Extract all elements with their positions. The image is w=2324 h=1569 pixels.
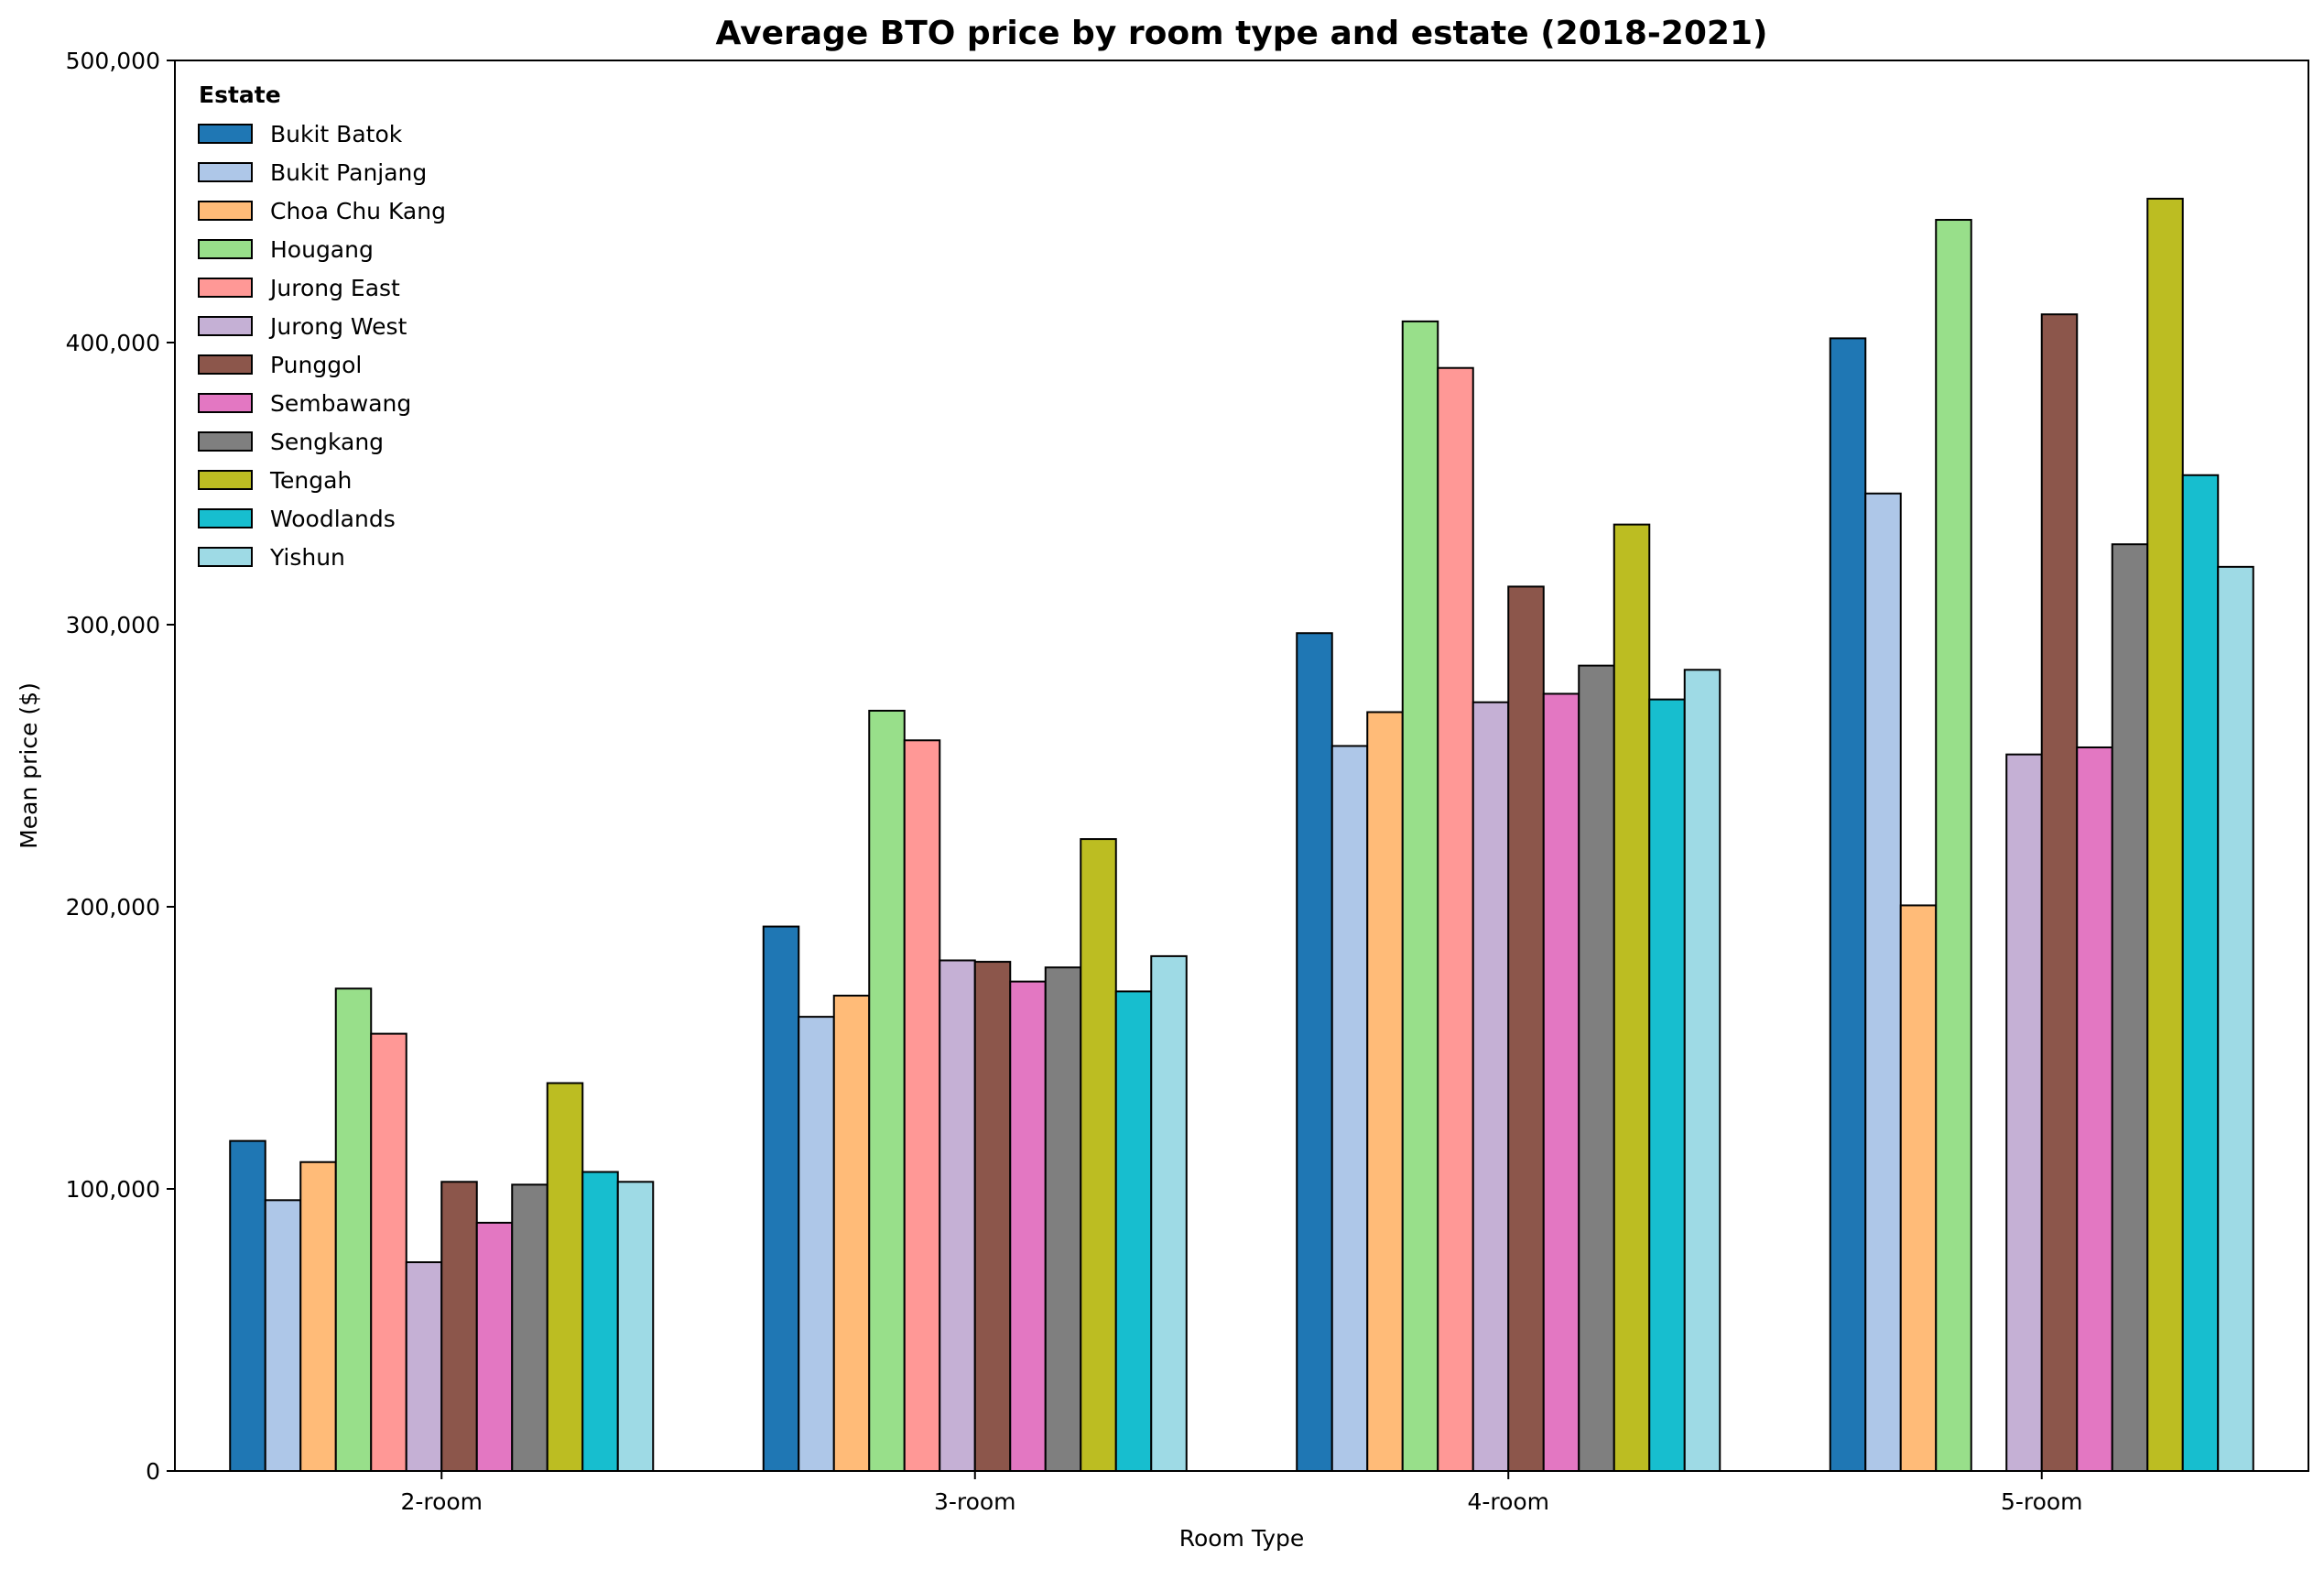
legend-entry-label: Punggol	[270, 352, 362, 378]
legend-swatch	[198, 162, 253, 182]
bar-yishun-3-room	[1150, 954, 1188, 1472]
legend-swatch	[198, 239, 253, 259]
bar-hougang-2-room	[334, 987, 373, 1472]
bar-choa-chu-kang-3-room	[832, 995, 871, 1472]
bar-sembawang-5-room	[2076, 746, 2113, 1472]
bar-bukit-panjang-5-room	[1864, 492, 1902, 1472]
bar-jurong-west-2-room	[405, 1261, 443, 1472]
x-axis: 2-room 3-room 4-room 5-room	[400, 1471, 2083, 1515]
bar-tengah-3-room	[1080, 838, 1117, 1472]
bar-sembawang-2-room	[475, 1221, 514, 1472]
bar-bukit-batok-3-room	[762, 925, 800, 1472]
x-tick-label: 3-room	[934, 1488, 1016, 1515]
legend-swatch	[198, 393, 253, 413]
bar-sengkang-4-room	[1578, 664, 1615, 1472]
y-axis: 0 100,000 200,000 300,000 400,000 500,000	[66, 48, 175, 1485]
y-tick-label: 500,000	[66, 48, 160, 74]
legend-swatch	[198, 547, 253, 567]
bar-tengah-5-room	[2146, 197, 2184, 1472]
y-tick-label: 100,000	[66, 1176, 160, 1203]
bar-yishun-2-room	[616, 1181, 655, 1473]
bar-choa-chu-kang-2-room	[299, 1160, 337, 1472]
legend-swatch	[198, 124, 253, 144]
bar-hougang-5-room	[1935, 219, 1972, 1472]
legend-entry-label: Woodlands	[270, 506, 396, 532]
bar-yishun-4-room	[1683, 669, 1721, 1472]
bar-sembawang-3-room	[1009, 980, 1047, 1472]
legend-entry-label: Jurong West	[268, 313, 407, 340]
y-axis-label: Mean price ($)	[16, 682, 42, 849]
legend-entry-label: Yishun	[269, 544, 345, 571]
y-tick-label: 200,000	[66, 894, 160, 921]
y-tick-label: 400,000	[66, 330, 160, 356]
bar-sengkang-3-room	[1044, 966, 1082, 1472]
plot-frame	[174, 60, 2309, 1472]
bar-bukit-panjang-4-room	[1330, 745, 1369, 1472]
bar-jurong-east-4-room	[1437, 366, 1474, 1473]
bar-bukit-panjang-2-room	[264, 1199, 302, 1472]
legend-entry-label: Jurong East	[268, 275, 400, 301]
bar-woodlands-3-room	[1114, 990, 1153, 1472]
x-tick-label: 2-room	[400, 1488, 483, 1515]
bar-hougang-4-room	[1401, 320, 1439, 1472]
bar-jurong-west-5-room	[2005, 753, 2043, 1472]
bar-punggol-4-room	[1507, 585, 1545, 1472]
bar-jurong-east-3-room	[903, 739, 941, 1472]
legend-entry-label: Bukit Batok	[270, 121, 403, 147]
legend-entry-label: Bukit Panjang	[270, 159, 427, 186]
legend-swatch	[198, 278, 253, 298]
bar-jurong-west-4-room	[1472, 701, 1510, 1472]
bar-jurong-east-2-room	[370, 1032, 407, 1472]
x-tick-label: 4-room	[1467, 1488, 1549, 1515]
bar-choa-chu-kang-5-room	[1899, 904, 1938, 1472]
bar-choa-chu-kang-4-room	[1366, 711, 1404, 1472]
bar-jurong-west-3-room	[939, 959, 976, 1472]
legend-entry-label: Choa Chu Kang	[270, 198, 446, 224]
bar-punggol-3-room	[973, 961, 1012, 1473]
x-tick-label: 5-room	[2001, 1488, 2083, 1515]
bar-punggol-2-room	[440, 1181, 478, 1473]
legend-title: Estate	[199, 82, 281, 108]
bar-punggol-5-room	[2040, 313, 2079, 1473]
bar-sengkang-5-room	[2111, 543, 2149, 1472]
bar-bukit-panjang-3-room	[798, 1016, 835, 1472]
legend-swatch	[198, 316, 253, 336]
bar-woodlands-4-room	[1648, 698, 1686, 1472]
bar-woodlands-5-room	[2181, 474, 2220, 1472]
legend-swatch	[198, 201, 253, 221]
bar-yishun-5-room	[2217, 565, 2254, 1472]
x-axis-label: Room Type	[1179, 1525, 1305, 1552]
bars-layer	[229, 197, 2254, 1473]
bar-woodlands-2-room	[581, 1171, 619, 1473]
legend-entry-label: Tengah	[269, 467, 352, 494]
legend-entry-label: Sengkang	[270, 429, 384, 455]
bar-sembawang-4-room	[1542, 692, 1580, 1472]
bar-tengah-4-room	[1613, 523, 1651, 1472]
chart-title: Average BTO price by room type and estat…	[716, 15, 1768, 52]
legend-entry-label: Hougang	[270, 236, 374, 263]
bar-bukit-batok-5-room	[1829, 337, 1867, 1472]
bar-bukit-batok-2-room	[229, 1139, 266, 1472]
legend-swatch	[198, 470, 253, 490]
legend: Estate Bukit Batok Bukit Panjang Choa Chu …	[198, 82, 446, 571]
bar-sengkang-2-room	[511, 1183, 548, 1472]
legend-swatch	[198, 354, 253, 375]
y-tick-label: 300,000	[66, 612, 160, 638]
legend-entry-label: Sembawang	[270, 390, 411, 417]
bar-hougang-3-room	[868, 709, 906, 1472]
y-tick-label: 0	[146, 1458, 160, 1485]
legend-swatch	[198, 508, 253, 528]
bar-tengah-2-room	[546, 1082, 584, 1472]
legend-swatch	[198, 431, 253, 452]
bar-bukit-batok-4-room	[1296, 632, 1333, 1472]
